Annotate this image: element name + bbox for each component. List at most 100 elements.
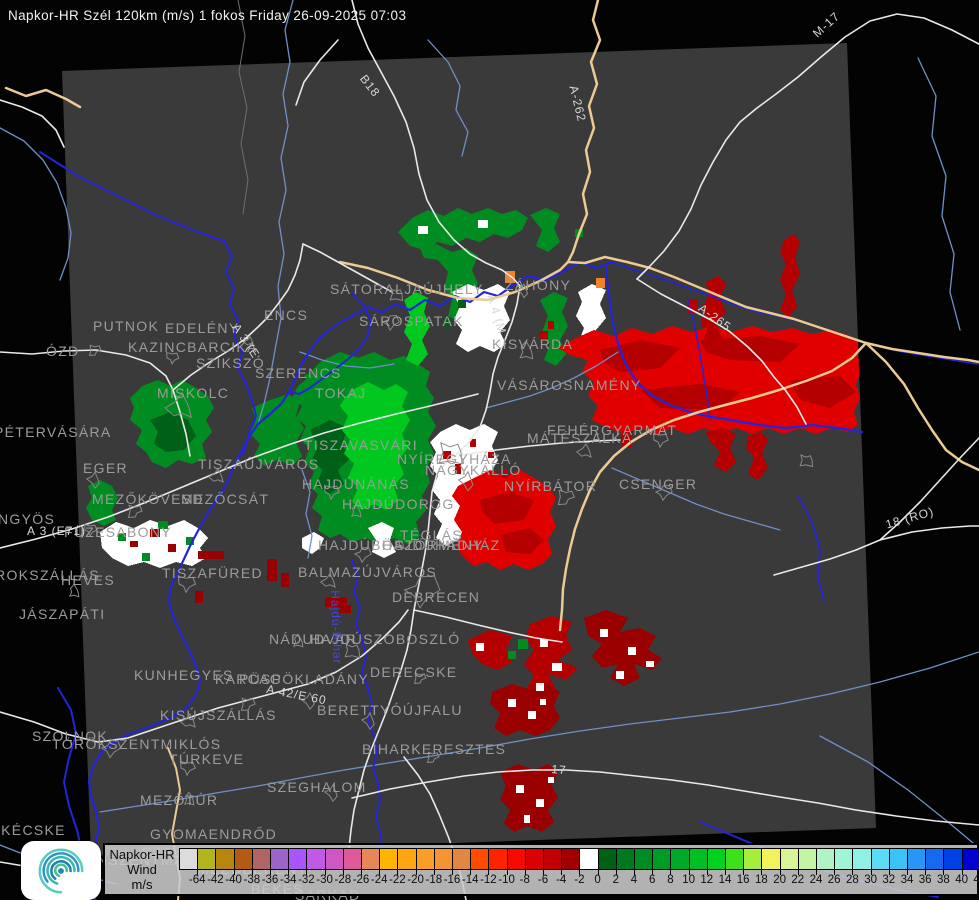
river-line [797,495,825,601]
legend-tick-label: -32 [298,874,315,886]
legend-tick-label: 26 [827,874,841,886]
radar-echo-speck [142,553,150,561]
legend-color-box [379,848,399,870]
radar-echo-region [706,428,736,472]
legend-tick [907,870,908,875]
radar-echo-speck [516,785,524,793]
legend-tick-label: -38 [243,874,261,886]
radar-echo-region [150,412,196,452]
radar-echo-speck [476,643,484,651]
legend-tick-label: -36 [261,874,279,886]
radar-echo-region [790,376,856,408]
road-line [413,609,563,643]
legend-tick [834,870,836,875]
legend-color-box [634,848,654,870]
legend-color-box [215,848,235,870]
legend-tick-label: 6 [648,874,656,886]
radar-echo-speck [701,317,709,327]
legend-color-box [324,848,344,870]
radar-echo-speck [628,647,636,655]
legend-tick-label: -24 [370,874,388,886]
radar-echo-speck [688,299,698,313]
legend-tick [397,870,399,875]
legend-tick-label: 42 [973,874,979,886]
town-outline [413,672,427,684]
town-outline [166,351,180,366]
legend-tick [706,870,708,875]
town-outline [799,454,814,468]
radar-echo-speck [600,629,608,637]
road-line [773,437,979,576]
legend-color-box [761,848,781,870]
legend-tick-label: -26 [352,874,370,886]
legend-tick [597,870,599,875]
radar-echo-region [490,684,560,736]
legend-tick-label: -40 [225,874,242,886]
road-line [348,285,521,849]
legend-color-box [925,848,945,870]
radar-echo-region [86,480,118,526]
radar-echo-speck [418,226,428,234]
road-line [0,99,65,148]
road-line [636,13,979,280]
radar-echo-speck [281,573,289,587]
legend-color-box [961,848,979,870]
radar-echo-region [340,382,410,510]
legend-tick-label: 24 [809,874,823,886]
stream-line [427,39,469,157]
legend-color-box [706,848,726,870]
legend-tick [561,870,563,875]
legend-unit: m/s [131,877,153,892]
legend-color-box [488,848,508,870]
town-outline [100,739,122,759]
legend-tick [415,870,417,875]
legend-tick [761,870,763,875]
stream-line [611,467,781,531]
town-outline [394,539,404,550]
legend-tick [452,870,453,875]
road-line [879,525,979,541]
road-line [351,0,521,287]
river-line [687,299,711,421]
legend-color-box [834,848,854,870]
legend-tick [233,870,235,875]
legend-tick [215,870,217,875]
road-line [0,393,479,549]
legend-tick [779,870,781,875]
radar-echo-region [310,420,350,494]
legend-tick [870,870,872,875]
legend-color-box [361,848,381,870]
radar-echo-region [576,284,606,350]
radar-echo-speck [502,470,508,478]
stream-line [0,127,72,281]
radar-echo-speck [444,318,452,328]
radar-echo-speck [552,663,562,671]
legend-color-scale: -64 -42 -40 -38 -36 -34 -32 -30 -28 -26 -24 -22 -20-… [179,845,979,894]
legend-color-box [415,848,435,870]
legend-color-box [524,848,544,870]
legend-tick [361,870,362,875]
hungaromet-logo [21,841,101,900]
legend-tick [961,870,963,875]
stream-line [99,651,979,813]
legend-tick-label: -16 [443,874,461,886]
river-line [604,264,864,434]
legend-tick-label: -30 [316,874,333,886]
legend-color-box [943,848,963,870]
legend-color-box [470,848,490,870]
legend-tick-label: -34 [279,874,297,886]
legend-tick-label: 28 [845,874,859,886]
town-outline [323,783,338,803]
town-outlines [68,282,814,806]
radar-echo-speck [524,815,530,823]
legend-tick [797,870,799,875]
legend-color-box [816,848,836,870]
legend-tick-label: 32 [882,874,896,886]
radar-echo-speck [508,699,516,707]
town-outline [177,575,197,594]
legend-color-box [870,848,890,870]
radar-echo-region [250,394,304,466]
town-outline [457,470,474,492]
radar-echo-speck [540,331,548,339]
town-outline [292,633,304,648]
